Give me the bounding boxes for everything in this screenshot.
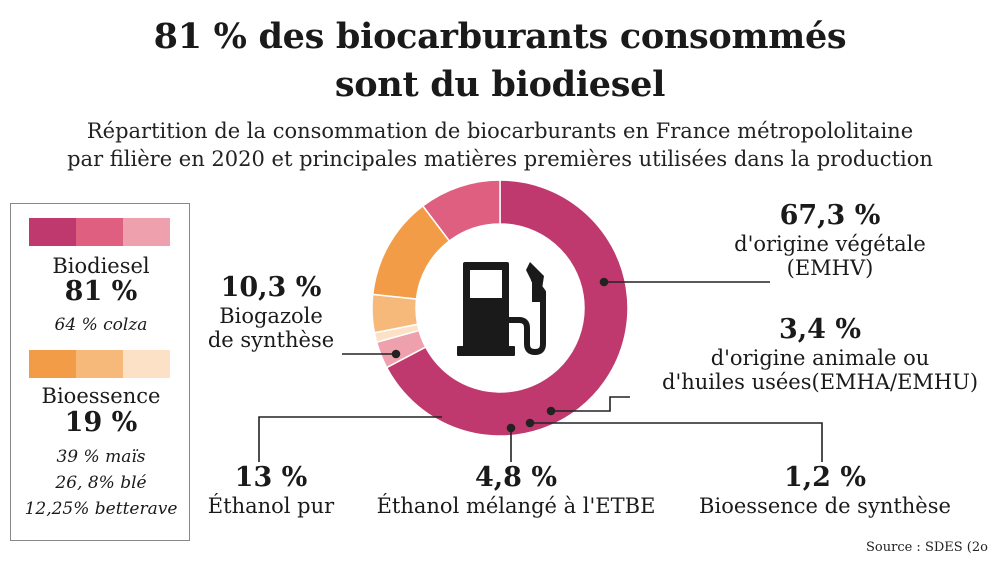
bioessence-swatch-3: [123, 350, 170, 378]
label-emha-line1: d'origine animale ou: [710, 346, 930, 370]
label-ethanol-pur-pct: 13 %: [234, 462, 308, 493]
label-ethanol-etbe-line1: Éthanol mélangé à l'ETBE: [376, 494, 656, 518]
leader-line-emha: [551, 396, 630, 412]
biodiesel-swatches: [29, 218, 170, 246]
label-emhv-line2: (EMHV): [786, 256, 874, 280]
label-biogazole-line2: de synthèse: [207, 328, 335, 352]
bioessence-swatch-1: [29, 350, 76, 378]
leader-dot-bioessence-synth: [525, 418, 535, 428]
label-emha: 3,4 % d'origine animale ou d'huiles usée…: [640, 314, 1000, 394]
leader-dot-emhv: [599, 277, 609, 287]
label-ethanol-pur: 13 % Éthanol pur: [196, 462, 346, 518]
donut-slices: [371, 179, 629, 437]
leader-line-ethanol-pur: [258, 416, 442, 462]
bioessence-swatch-2: [76, 350, 123, 378]
label-emha-line2: d'huiles usées(EMHA/EMHU): [662, 370, 979, 394]
legend-biodiesel-sub: 64 % colza: [54, 315, 148, 335]
legend-biodiesel-value: 81 %: [64, 276, 138, 307]
fuel-pump-icon: [457, 262, 546, 356]
label-bioessence-synth: 1,2 % Bioessence de synthèse: [680, 462, 970, 518]
legend-bioessence-sub-3: 12,25% betterave: [24, 499, 178, 519]
label-biogazole-pct: 10,3 %: [220, 272, 322, 303]
biodiesel-swatch-2: [76, 218, 123, 246]
leader-dot-ethanol-etbe: [506, 423, 516, 433]
biodiesel-swatch-1: [29, 218, 76, 246]
label-emhv-line1: d'origine végétale: [734, 232, 926, 256]
legend-bioessence-name: Bioessence: [41, 384, 161, 408]
legend-biodiesel-name: Biodiesel: [52, 254, 150, 278]
source-note: Source : SDES (2o: [866, 540, 988, 555]
legend: Biodiesel 81 % 64 % colza Bioessence 19 …: [10, 203, 190, 541]
label-emhv: 67,3 % d'origine végétale (EMHV): [700, 200, 960, 280]
chart-title-line2: sont du biodiesel: [334, 64, 666, 105]
leader-dot-biogazole: [391, 349, 401, 359]
label-ethanol-etbe: 4,8 % Éthanol mélangé à l'ETBE: [356, 462, 676, 518]
label-biogazole-line1: Biogazole: [219, 304, 323, 328]
label-bioessence-synth-line1: Bioessence de synthèse: [699, 494, 951, 518]
label-emha-pct: 3,4 %: [778, 314, 862, 345]
chart-title-line1: 81 % des biocarburants consommés: [153, 16, 847, 57]
chart-subtitle-line2: par filière en 2020 et principales matiè…: [67, 147, 933, 171]
leader-dot-emha: [546, 406, 556, 416]
bioessence-swatches: [29, 350, 170, 378]
label-bioessence-synth-pct: 1,2 %: [783, 462, 867, 493]
chart-subtitle-line1: Répartition de la consommation de biocar…: [86, 119, 914, 143]
biodiesel-swatch-3: [123, 218, 170, 246]
legend-bioessence-value: 19 %: [64, 407, 138, 438]
label-ethanol-etbe-pct: 4,8 %: [474, 462, 558, 493]
legend-bioessence-sub-2: 26, 8% blé: [55, 473, 147, 493]
leader-line-bioessence-synth: [530, 422, 823, 462]
label-ethanol-pur-line1: Éthanol pur: [207, 494, 335, 518]
leader-lines: [258, 277, 823, 462]
legend-bioessence-sub-1: 39 % maïs: [56, 447, 146, 467]
label-emhv-pct: 67,3 %: [779, 200, 881, 231]
label-biogazole: 10,3 % Biogazole de synthèse: [196, 272, 346, 352]
